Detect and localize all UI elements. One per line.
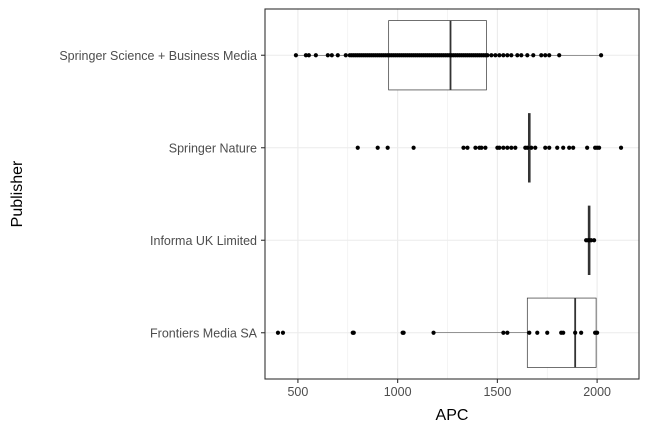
points-3: [275, 330, 600, 335]
data-point: [535, 330, 540, 335]
data-point: [515, 53, 520, 58]
data-point: [509, 53, 514, 58]
data-point: [343, 53, 348, 58]
points-0: [293, 53, 604, 58]
data-point: [543, 145, 548, 150]
y-axis-title: Publisher: [9, 160, 26, 227]
data-points: [275, 53, 624, 335]
data-point: [306, 53, 311, 58]
y-axis: Springer Science + Business Media Springe…: [59, 49, 265, 340]
data-point: [567, 145, 572, 150]
x-tick-label-500: 500: [287, 385, 308, 399]
data-point: [501, 53, 506, 58]
x-tick-label-1500: 1500: [483, 385, 511, 399]
data-point: [585, 145, 590, 150]
data-point: [561, 145, 566, 150]
data-point: [527, 330, 532, 335]
data-point: [465, 145, 470, 150]
x-tick-label-1000: 1000: [384, 385, 412, 399]
data-point: [313, 53, 318, 58]
data-point: [483, 145, 488, 150]
data-point: [401, 330, 406, 335]
data-point: [547, 145, 552, 150]
data-point: [497, 145, 502, 150]
data-point: [505, 145, 510, 150]
data-point: [303, 53, 308, 58]
data-point: [489, 53, 494, 58]
data-point: [501, 330, 506, 335]
data-point: [461, 145, 466, 150]
y-tick-label-1: Springer Nature: [169, 141, 257, 155]
data-point: [293, 53, 299, 58]
data-point: [561, 330, 566, 335]
data-point: [579, 330, 584, 335]
data-point: [595, 330, 600, 335]
data-point: [547, 53, 552, 58]
data-point: [485, 53, 490, 58]
data-point: [599, 53, 604, 58]
data-point: [505, 53, 510, 58]
data-point: [355, 145, 360, 150]
y-tick-label-3: Frontiers Media SA: [150, 326, 258, 340]
data-point: [375, 145, 380, 150]
data-point: [529, 145, 534, 150]
data-point: [479, 145, 484, 150]
data-point: [473, 145, 478, 150]
y-tick-label-0: Springer Science + Business Media: [59, 49, 257, 63]
data-point: [385, 145, 390, 150]
data-point: [505, 330, 510, 335]
data-point: [589, 238, 594, 243]
panel-border: [264, 8, 640, 380]
data-point: [545, 330, 550, 335]
data-point: [573, 330, 578, 335]
data-point: [501, 145, 506, 150]
x-axis: 500 1000 1500 2000: [287, 379, 611, 399]
data-point: [525, 145, 530, 150]
data-point: [533, 145, 538, 150]
data-point: [555, 145, 560, 150]
data-point: [335, 53, 340, 58]
points-1: [355, 145, 624, 150]
y-tick-label-2: Informa UK Limited: [150, 234, 257, 248]
data-point: [557, 53, 562, 58]
data-point: [275, 330, 281, 335]
data-point: [431, 330, 436, 335]
data-point: [329, 53, 334, 58]
data-point: [411, 145, 416, 150]
data-point: [592, 238, 597, 243]
data-point: [618, 145, 624, 150]
data-point: [493, 53, 498, 58]
data-point: [509, 145, 514, 150]
data-point: [597, 145, 602, 150]
data-point: [539, 53, 544, 58]
data-point: [497, 53, 502, 58]
data-point: [525, 53, 530, 58]
data-point: [351, 330, 356, 335]
data-point: [513, 145, 518, 150]
data-point: [531, 53, 536, 58]
data-point: [571, 145, 576, 150]
data-point: [519, 53, 524, 58]
points-2: [584, 238, 597, 243]
x-axis-title: APC: [436, 407, 469, 424]
data-point: [280, 330, 286, 335]
data-point: [543, 53, 548, 58]
data-point: [325, 53, 330, 58]
x-tick-label-2000: 2000: [583, 385, 611, 399]
